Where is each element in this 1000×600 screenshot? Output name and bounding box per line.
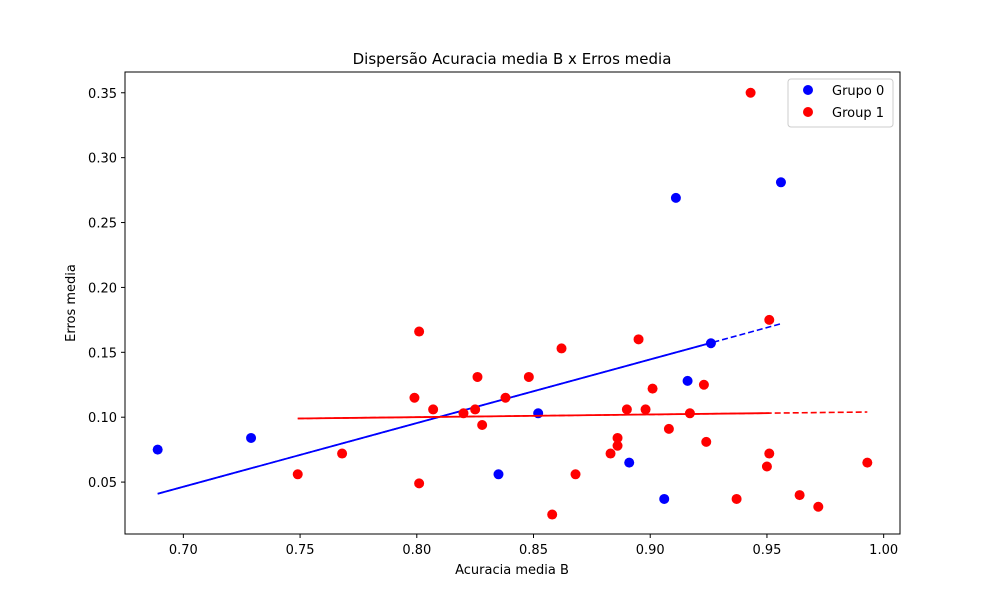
data-point [732, 494, 742, 504]
data-point [547, 510, 557, 520]
x-tick-label: 0.85 [519, 543, 548, 558]
y-tick-label: 0.30 [88, 152, 117, 167]
x-tick-label: 0.90 [636, 543, 665, 558]
data-point [337, 449, 347, 459]
data-point [701, 437, 711, 447]
x-tick-label: 0.80 [402, 543, 431, 558]
data-point [624, 458, 634, 468]
data-point [414, 478, 424, 488]
data-point [493, 469, 503, 479]
data-point [862, 458, 872, 468]
x-tick-label: 0.75 [286, 543, 315, 558]
data-point [762, 462, 772, 472]
data-point [606, 449, 616, 459]
y-axis: 0.05 0.10 0.15 0.20 0.25 0.30 0.35 [88, 87, 125, 491]
data-point [641, 404, 651, 414]
data-point [428, 404, 438, 414]
series-1 [293, 88, 873, 520]
y-tick-label: 0.10 [88, 411, 117, 426]
data-point [622, 404, 632, 414]
legend-marker-grupo-0 [803, 85, 813, 95]
y-axis-label: Erros media [64, 264, 79, 342]
y-tick-label: 0.20 [88, 281, 117, 296]
data-point [648, 384, 658, 394]
data-point [500, 393, 510, 403]
x-axis-label: Acuracia media B [455, 563, 569, 578]
x-axis: 0.70 0.75 0.80 0.85 0.90 0.95 1.00 [169, 534, 898, 558]
data-point [524, 372, 534, 382]
legend-label-grupo-0: Grupo 0 [832, 84, 884, 99]
series-0 [153, 177, 786, 504]
x-tick-label: 0.95 [752, 543, 781, 558]
data-point [776, 177, 786, 187]
plot-frame [125, 72, 900, 534]
data-point [533, 408, 543, 418]
data-point [813, 502, 823, 512]
y-tick-label: 0.35 [88, 87, 117, 102]
data-point [659, 494, 669, 504]
y-tick-label: 0.05 [88, 476, 117, 491]
data-point [477, 420, 487, 430]
y-tick-label: 0.15 [88, 346, 117, 361]
data-point [409, 393, 419, 403]
trend-line-dashed [298, 412, 868, 418]
data-point [671, 193, 681, 203]
x-tick-label: 0.70 [169, 543, 198, 558]
data-point [683, 376, 693, 386]
chart-title: Dispersão Acuracia media B x Erros media [353, 50, 672, 68]
data-point [746, 88, 756, 98]
data-point [293, 469, 303, 479]
data-point [764, 315, 774, 325]
y-tick-label: 0.25 [88, 217, 117, 232]
data-point [634, 334, 644, 344]
data-point [472, 372, 482, 382]
data-point [246, 433, 256, 443]
data-point [414, 327, 424, 337]
plot-content [153, 88, 873, 520]
legend-label-group-1: Group 1 [832, 106, 884, 121]
data-point [571, 469, 581, 479]
data-point [557, 343, 567, 353]
x-tick-label: 1.00 [869, 543, 898, 558]
data-point [795, 490, 805, 500]
data-point [153, 445, 163, 455]
data-point [699, 380, 709, 390]
data-point [664, 424, 674, 434]
legend-marker-group-1 [803, 107, 813, 117]
data-point [470, 404, 480, 414]
data-point [613, 441, 623, 451]
legend: Grupo 0 Group 1 [788, 79, 893, 127]
data-point [764, 449, 774, 459]
